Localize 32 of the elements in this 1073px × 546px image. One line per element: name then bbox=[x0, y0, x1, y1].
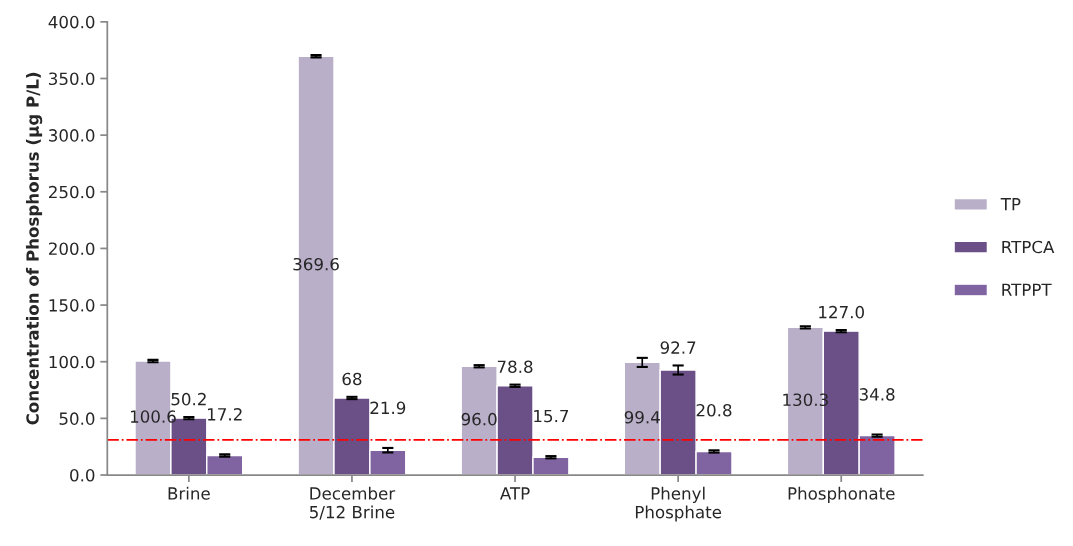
x-tick-label: December 5/12 Brine bbox=[310, 486, 396, 520]
data-label: 96.0 bbox=[461, 412, 497, 426]
legend-label: TP bbox=[1000, 198, 1021, 211]
data-label: 92.7 bbox=[660, 341, 696, 354]
data-label: 17.2 bbox=[208, 408, 242, 421]
data-label: 127.0 bbox=[819, 305, 864, 319]
y-tick-label: 100.0 bbox=[49, 355, 95, 369]
data-label: 99.4 bbox=[624, 410, 660, 424]
legend-label: RTPCA bbox=[1002, 240, 1055, 254]
y-tick-label: 250.0 bbox=[49, 185, 95, 199]
y-tick-label: 200.0 bbox=[49, 242, 95, 255]
data-label: 20.8 bbox=[696, 403, 732, 417]
x-tick-label: Brine bbox=[168, 486, 210, 500]
data-label: 50.2 bbox=[171, 392, 206, 406]
y-tick-label: 150.0 bbox=[49, 299, 95, 312]
y-tick-label: 0.0 bbox=[70, 468, 95, 482]
x-tick-label: Phosphonate bbox=[788, 486, 895, 503]
y-axis-title: Concentration of Phosphorus (µg P/L) bbox=[25, 72, 43, 425]
data-label: 100.6 bbox=[130, 410, 176, 423]
x-tick-label: Phenyl Phosphate bbox=[635, 486, 722, 522]
data-label: 21.9 bbox=[370, 401, 406, 415]
x-tick-label: ATP bbox=[500, 487, 530, 500]
y-tick-label: 300.0 bbox=[49, 129, 95, 142]
y-tick-label: 350.0 bbox=[49, 72, 95, 86]
data-label: 34.8 bbox=[859, 388, 895, 401]
data-label: 369.6 bbox=[293, 257, 339, 271]
y-tick-label: 50.0 bbox=[59, 412, 95, 425]
data-label: 15.7 bbox=[534, 409, 569, 423]
legend-label: RTPPT bbox=[1002, 283, 1052, 296]
data-label: 78.8 bbox=[497, 360, 533, 374]
y-tick-label: 400.0 bbox=[48, 15, 95, 29]
data-label: 68 bbox=[342, 372, 362, 386]
